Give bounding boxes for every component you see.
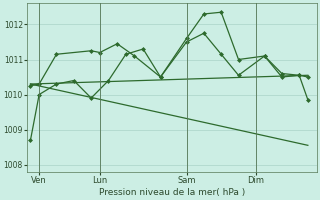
- X-axis label: Pression niveau de la mer( hPa ): Pression niveau de la mer( hPa ): [99, 188, 245, 197]
